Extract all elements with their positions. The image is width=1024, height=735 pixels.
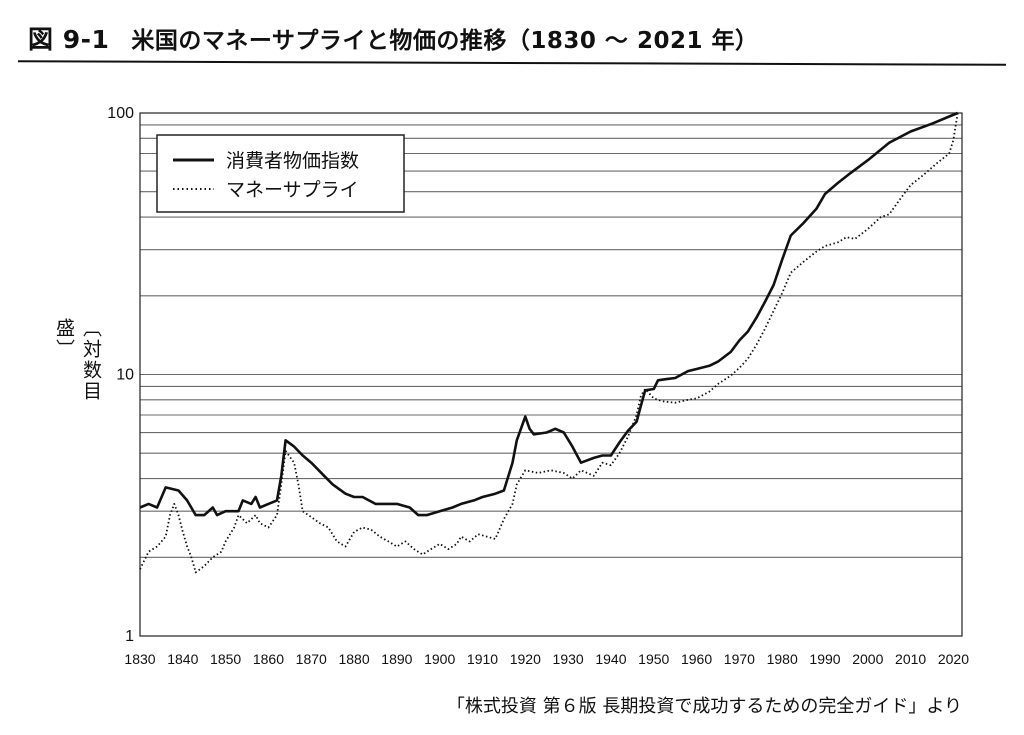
x-tick-labels: 1830 1840 1850 1860 1870 1880 1890 1900 1910 1920…	[124, 651, 969, 667]
y-axis-label-text: 〔対数目盛〕	[53, 318, 102, 402]
x-tick-label: 2000	[852, 651, 883, 667]
x-tick-label: 1870	[296, 651, 327, 667]
x-tick-label: 1960	[681, 651, 712, 667]
x-tick-label: 1910	[467, 651, 498, 667]
y-tick-label: 1	[125, 628, 134, 645]
legend-box	[156, 134, 405, 213]
x-tick-label: 2020	[938, 651, 969, 667]
x-tick-label: 1860	[253, 651, 284, 667]
plot-frame	[139, 112, 963, 637]
x-tick-label: 1890	[381, 651, 412, 667]
x-tick-label: 1930	[553, 651, 584, 667]
x-tick-label: 1940	[595, 651, 626, 667]
x-tick-label: 1980	[767, 651, 798, 667]
legend-label-cpi: 消費者物価指数	[226, 150, 359, 172]
x-tick-label: 1880	[338, 651, 369, 667]
series-line-cpi	[139, 111, 959, 517]
y-axis-label: 〔対数目盛〕	[53, 318, 102, 433]
x-tick-label: 1990	[809, 651, 840, 667]
legend: 消費者物価指数 マネーサプライ	[156, 134, 405, 213]
x-tick-label: 1830	[124, 651, 155, 667]
legend-label-money: マネーサプライ	[226, 179, 359, 201]
series-lines	[139, 111, 959, 574]
x-tick-label: 1920	[510, 651, 541, 667]
figure-title-text: 米国のマネーサプライと物価の推移（1830 ～ 2021 年）	[131, 28, 759, 54]
y-tick-label: 10	[116, 367, 134, 384]
x-tick-label: 1840	[167, 651, 198, 667]
y-tick-label: 100	[107, 105, 134, 122]
x-tick-label: 1950	[638, 651, 669, 667]
figure-number: 図 9-1	[28, 25, 110, 54]
x-tick-label: 1850	[210, 651, 241, 667]
x-tick-label: 2010	[895, 651, 926, 667]
y-tick-labels: 1 10 100	[107, 105, 134, 645]
series-line-money-supply	[139, 112, 959, 574]
source-citation: 「株式投資 第６版 長期投資で成功するための完全ガイド」より	[446, 696, 962, 717]
x-tick-label: 1900	[424, 651, 455, 667]
x-tick-label: 1970	[724, 651, 755, 667]
figure-title: 図 9-1 米国のマネーサプライと物価の推移（1830 ～ 2021 年）	[28, 20, 758, 56]
